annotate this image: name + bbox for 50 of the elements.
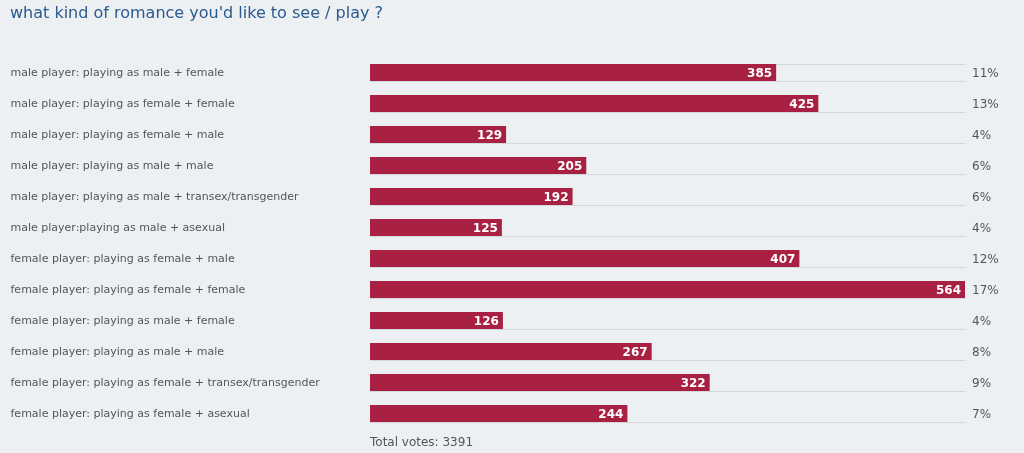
bar [370,280,965,299]
text: 4% [972,127,992,142]
data-label: 192 [543,189,569,204]
text: 8% [972,344,992,359]
bar [370,342,652,361]
data-label: 407 [770,251,796,266]
text: Total votes: 3391 [369,435,474,449]
bar [370,373,710,392]
data-label: 322 [680,375,706,390]
y-tick-label: male player: playing as female + female [10,97,235,110]
data-label: 125 [472,220,498,235]
text: 6% [972,189,992,204]
data-label: 205 [557,158,583,173]
y-tick-label: female player: playing as male + male [10,345,225,358]
bar [370,187,573,206]
data-label: 425 [789,96,815,111]
y-tick-label: male player: playing as female + male [10,128,225,141]
text: 4% [972,220,992,235]
bar [370,311,503,330]
text: 6% [972,158,992,173]
bar [370,125,507,144]
bar [370,156,587,175]
text: 17% [972,282,999,297]
data-label: 126 [473,313,499,328]
y-tick-label: male player: playing as male + transex/transgender [10,190,299,203]
y-tick-label: female player: playing as female + male [10,252,235,265]
text: 11% [972,65,999,80]
text: 7% [972,406,992,421]
bar [370,404,628,423]
bar [370,249,800,268]
data-label: 244 [598,406,624,421]
bar [370,94,819,113]
text: 12% [972,251,999,266]
y-tick-label: male player:playing as male + asexual [10,221,225,234]
y-tick-label: male player: playing as male + female [10,66,225,79]
data-label: 129 [477,127,503,142]
y-tick-label: female player: playing as female + female [10,283,246,296]
y-tick-label: male player: playing as male + male [10,159,214,172]
text: 9% [972,375,992,390]
y-tick-label: female player: playing as female + transex/transgender [10,376,321,389]
data-label: 564 [935,282,961,297]
y-tick-label: female player: playing as male + female [10,314,235,327]
text: 13% [972,96,999,111]
data-label: 267 [622,344,648,359]
text: 4% [972,313,992,328]
text: what kind of romance you'd like to see / play ? [10,3,384,22]
data-label: 385 [747,65,773,80]
bar [370,63,777,82]
y-tick-label: female player: playing as female + asexual [10,407,250,420]
bar [370,218,502,237]
